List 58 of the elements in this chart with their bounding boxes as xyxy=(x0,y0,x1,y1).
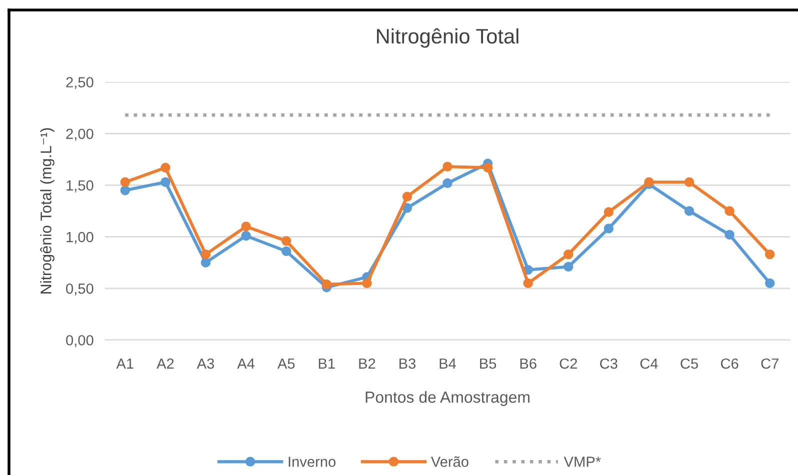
point xyxy=(281,246,292,256)
point xyxy=(241,230,251,241)
x-tick-label: A1 xyxy=(116,358,134,369)
point xyxy=(442,178,452,188)
point xyxy=(120,186,130,196)
x-tick-label: B2 xyxy=(359,358,376,369)
point xyxy=(160,177,170,187)
y-tick-label: 1,00 xyxy=(66,232,94,244)
legend-label: Verão xyxy=(430,456,468,467)
point xyxy=(764,278,775,288)
x-tick-label: C6 xyxy=(720,358,738,369)
point xyxy=(442,162,452,172)
x-axis-title: Pontos de Amostragem xyxy=(366,391,530,406)
legend-label: Inverno xyxy=(288,456,336,467)
point xyxy=(200,258,211,268)
point xyxy=(402,203,412,213)
point xyxy=(241,222,251,232)
point xyxy=(604,224,614,234)
x-tick-label: C2 xyxy=(560,358,577,369)
y-tick-label: 0,50 xyxy=(66,284,94,296)
point xyxy=(482,162,493,173)
point xyxy=(362,278,372,288)
point xyxy=(644,177,654,187)
chart-title: Nitrogênio Total xyxy=(377,28,518,48)
x-tick-label: B1 xyxy=(318,358,335,369)
x-tick-label: A4 xyxy=(237,358,255,369)
x-tick-label: C3 xyxy=(600,358,618,369)
point xyxy=(724,206,734,216)
point xyxy=(604,207,614,217)
x-tick-label: C4 xyxy=(640,358,658,369)
point xyxy=(564,249,574,260)
x-tick-label: C7 xyxy=(761,358,778,369)
y-axis-title: Nitrogênio Total (mg.L⁻¹) xyxy=(40,128,54,294)
legend-label: VMP* xyxy=(564,456,601,467)
x-tick-label: B4 xyxy=(440,358,456,369)
point xyxy=(322,279,332,290)
point xyxy=(281,236,292,246)
point xyxy=(764,249,775,260)
point xyxy=(684,177,694,187)
point xyxy=(200,249,211,260)
point xyxy=(160,162,170,173)
x-tick-label: B6 xyxy=(520,358,536,369)
point xyxy=(120,177,130,187)
x-tick-label: B3 xyxy=(399,358,416,369)
y-tick-label: 2,50 xyxy=(66,77,94,90)
point xyxy=(724,230,734,240)
x-tick-label: A5 xyxy=(277,358,295,369)
x-tick-label: B5 xyxy=(480,358,496,369)
x-tick-label: A2 xyxy=(156,358,174,369)
y-tick-label: 2,00 xyxy=(66,128,94,141)
y-tick-label: 1,50 xyxy=(66,180,94,192)
point xyxy=(564,262,574,272)
point xyxy=(523,278,533,288)
point xyxy=(684,206,694,216)
x-tick-label: A3 xyxy=(196,358,214,369)
x-tick-label: C5 xyxy=(680,358,698,369)
point xyxy=(402,192,412,202)
y-tick-label: 0,00 xyxy=(66,335,94,348)
